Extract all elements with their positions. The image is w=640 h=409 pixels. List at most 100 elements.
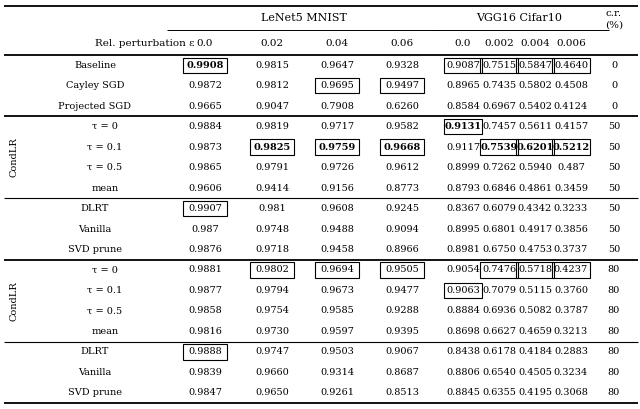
Bar	[315, 139, 359, 155]
Text: 80: 80	[608, 368, 620, 377]
Text: 0.3068: 0.3068	[554, 388, 588, 397]
Text: CondLR: CondLR	[10, 137, 19, 177]
Text: 0.5212: 0.5212	[552, 143, 589, 152]
Text: 0.9314: 0.9314	[320, 368, 354, 377]
Text: 0.6967: 0.6967	[482, 102, 516, 111]
Text: 0.5082: 0.5082	[518, 306, 552, 315]
Text: 0.9717: 0.9717	[320, 122, 354, 131]
Text: 0.9816: 0.9816	[188, 327, 222, 336]
Text: 0.9665: 0.9665	[188, 102, 222, 111]
Text: 0.9819: 0.9819	[255, 122, 289, 131]
Bar	[444, 119, 482, 134]
Text: Vanilla: Vanilla	[78, 368, 111, 377]
Text: 0.02: 0.02	[260, 38, 284, 47]
Text: 0.3234: 0.3234	[554, 368, 588, 377]
Text: 0.487: 0.487	[557, 163, 585, 172]
Text: 0.9747: 0.9747	[255, 347, 289, 356]
Text: 80: 80	[608, 388, 620, 397]
Text: 0.3459: 0.3459	[554, 184, 588, 193]
Text: 0.9497: 0.9497	[385, 81, 419, 90]
Text: 0.9877: 0.9877	[188, 286, 222, 295]
Text: 0.004: 0.004	[520, 38, 550, 47]
Text: τ = 0.1: τ = 0.1	[88, 286, 123, 295]
Text: 0.9718: 0.9718	[255, 245, 289, 254]
Text: 0.7539: 0.7539	[481, 143, 518, 152]
Text: 0.9754: 0.9754	[255, 306, 289, 315]
Bar	[380, 139, 424, 155]
Text: 0.9839: 0.9839	[188, 368, 222, 377]
Text: 0.8995: 0.8995	[446, 225, 480, 234]
Text: 0.7079: 0.7079	[482, 286, 516, 295]
Text: 0.6540: 0.6540	[482, 368, 516, 377]
Bar	[480, 139, 518, 155]
Bar	[552, 139, 590, 155]
Text: 0.3737: 0.3737	[554, 245, 588, 254]
Text: 50: 50	[608, 122, 620, 131]
Text: 0.8793: 0.8793	[446, 184, 480, 193]
Text: τ = 0: τ = 0	[92, 265, 118, 274]
Text: 0.8584: 0.8584	[446, 102, 480, 111]
Text: 0.8981: 0.8981	[446, 245, 480, 254]
Bar	[250, 262, 294, 278]
Text: 0.9908: 0.9908	[186, 61, 224, 70]
Text: Projected SGD: Projected SGD	[58, 102, 131, 111]
Text: 0: 0	[611, 61, 617, 70]
Text: 0.9054: 0.9054	[446, 265, 480, 274]
Text: SVD prune: SVD prune	[68, 388, 122, 397]
Bar	[380, 78, 424, 93]
Text: DLRT: DLRT	[81, 204, 109, 213]
Text: 0.9695: 0.9695	[320, 81, 354, 90]
Text: 0.9505: 0.9505	[385, 265, 419, 274]
Text: 0.4157: 0.4157	[554, 122, 588, 131]
Bar	[444, 58, 482, 73]
Text: 0.6079: 0.6079	[482, 204, 516, 213]
Bar	[516, 262, 554, 278]
Text: 0.7457: 0.7457	[482, 122, 516, 131]
Text: 0: 0	[611, 102, 617, 111]
Text: 0.9907: 0.9907	[188, 204, 222, 213]
Text: 50: 50	[608, 143, 620, 152]
Text: 0.7262: 0.7262	[482, 163, 516, 172]
Text: 0.8884: 0.8884	[446, 306, 480, 315]
Text: 0.8845: 0.8845	[446, 388, 480, 397]
Text: 50: 50	[608, 245, 620, 254]
Bar	[444, 283, 482, 298]
Text: 0.9503: 0.9503	[320, 347, 354, 356]
Text: 0.9414: 0.9414	[255, 184, 289, 193]
Text: 0.5115: 0.5115	[518, 286, 552, 295]
Text: 0.7908: 0.7908	[320, 102, 354, 111]
Text: 0.5718: 0.5718	[518, 265, 552, 274]
Text: τ = 0: τ = 0	[92, 122, 118, 131]
Text: 0.9458: 0.9458	[320, 245, 354, 254]
Text: 0.9759: 0.9759	[318, 143, 356, 152]
Text: 0.0: 0.0	[455, 38, 471, 47]
Text: mean: mean	[92, 327, 118, 336]
Text: 0.4184: 0.4184	[518, 347, 552, 356]
Text: 0.9794: 0.9794	[255, 286, 289, 295]
Text: 0.9802: 0.9802	[255, 265, 289, 274]
Text: 0.4753: 0.4753	[518, 245, 552, 254]
Text: DLRT: DLRT	[81, 347, 109, 356]
Text: Vanilla: Vanilla	[78, 225, 111, 234]
Text: 0.9791: 0.9791	[255, 163, 289, 172]
Text: 0.8367: 0.8367	[446, 204, 480, 213]
Text: 0.4917: 0.4917	[518, 225, 552, 234]
Text: 0.5940: 0.5940	[518, 163, 552, 172]
Text: 0.4195: 0.4195	[518, 388, 552, 397]
Text: 0.8806: 0.8806	[446, 368, 480, 377]
Text: mean: mean	[92, 184, 118, 193]
Bar	[183, 201, 227, 216]
Text: 0.9881: 0.9881	[188, 265, 222, 274]
Text: 0.9156: 0.9156	[320, 184, 354, 193]
Text: 50: 50	[608, 184, 620, 193]
Text: 0.9606: 0.9606	[188, 184, 222, 193]
Text: 80: 80	[608, 265, 620, 274]
Text: 80: 80	[608, 286, 620, 295]
Bar	[480, 58, 518, 73]
Text: 50: 50	[608, 163, 620, 172]
Text: 0.4861: 0.4861	[518, 184, 552, 193]
Text: 0.8687: 0.8687	[385, 368, 419, 377]
Text: 0.9245: 0.9245	[385, 204, 419, 213]
Text: 0.7476: 0.7476	[482, 265, 516, 274]
Text: 0.04: 0.04	[325, 38, 349, 47]
